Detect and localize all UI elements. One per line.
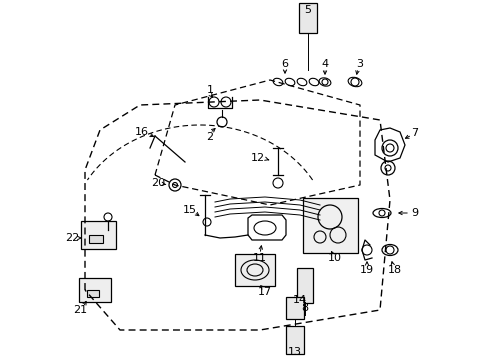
Text: 19: 19 (359, 265, 373, 275)
Text: 5: 5 (304, 5, 311, 15)
Text: 1: 1 (206, 85, 213, 95)
Bar (81, 221, 115, 249)
Bar (298, 3, 316, 33)
Text: 18: 18 (387, 265, 401, 275)
Bar (87, 289, 99, 297)
Text: 10: 10 (327, 253, 341, 263)
Text: 9: 9 (410, 208, 418, 218)
Text: 14: 14 (292, 295, 306, 305)
Text: 21: 21 (73, 305, 87, 315)
Text: 3: 3 (356, 59, 363, 69)
Text: 20: 20 (151, 178, 165, 188)
Text: 6: 6 (281, 59, 288, 69)
Text: 17: 17 (257, 287, 271, 297)
Text: 12: 12 (250, 153, 264, 163)
Bar (235, 254, 274, 286)
Bar (79, 278, 111, 302)
Text: 2: 2 (206, 132, 213, 142)
Bar (285, 326, 304, 354)
Bar (285, 297, 304, 319)
Text: 22: 22 (65, 233, 79, 243)
Text: 13: 13 (287, 347, 302, 357)
Text: 11: 11 (252, 253, 266, 263)
Text: 7: 7 (410, 128, 418, 138)
Bar (302, 198, 357, 252)
Bar (296, 267, 312, 302)
Bar (89, 235, 103, 243)
Text: 8: 8 (301, 303, 308, 313)
Text: 4: 4 (321, 59, 328, 69)
Text: 16: 16 (135, 127, 149, 137)
Text: 15: 15 (183, 205, 197, 215)
